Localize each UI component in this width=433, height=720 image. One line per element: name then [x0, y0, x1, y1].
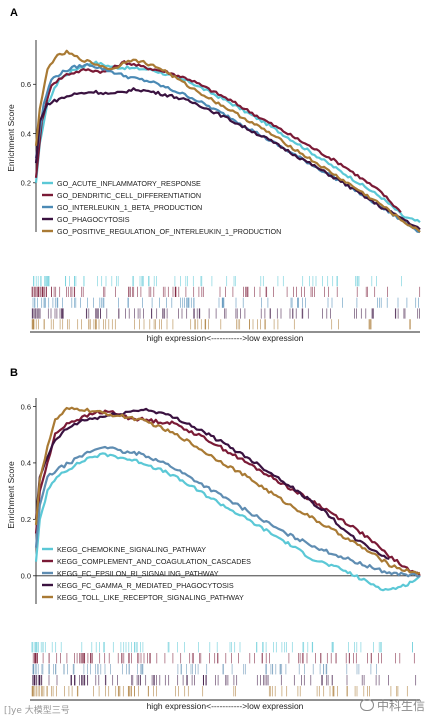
legend-entry: KEGG_FC_EPSILON_RI_SIGNALING_PATHWAY — [57, 569, 219, 578]
watermark-right: 中科生信 — [359, 697, 425, 714]
legend: KEGG_CHEMOKINE_SIGNALING_PATHWAY KEGG_COM… — [42, 545, 251, 602]
y-tick-label: 0.2 — [21, 515, 31, 524]
panel-label: B — [10, 367, 18, 379]
x-axis-label: high expression<----------->low expressi… — [147, 333, 304, 343]
gene-hit-rug — [31, 642, 417, 697]
series-line-0 — [34, 60, 421, 224]
gene-hit-rug — [31, 276, 421, 330]
legend-entry: KEGG_FC_GAMMA_R_MEDIATED_PHAGOCYTOSIS — [57, 581, 234, 590]
legend-entry: GO_PHAGOCYTOSIS — [57, 215, 130, 224]
legend-entry: GO_ACUTE_INFLAMMATORY_RESPONSE — [57, 179, 201, 188]
series-line-0 — [34, 452, 421, 592]
panel-label: A — [10, 7, 18, 19]
y-tick-label: 0.6 — [21, 80, 31, 89]
y-tick-label: 0.6 — [21, 402, 31, 411]
y-axis-label: Enrichment Score — [6, 461, 16, 529]
legend: GO_ACUTE_INFLAMMATORY_RESPONSE GO_DENDRIT… — [42, 179, 281, 236]
series-line-3 — [34, 87, 421, 231]
y-axis-label: Enrichment Score — [6, 104, 16, 172]
series-line-1 — [34, 60, 402, 213]
legend-entry: GO_POSITIVE_REGULATION_OF_INTERLEUKIN_1_… — [57, 227, 281, 236]
watermark-right-text: 中科生信 — [376, 699, 425, 713]
legend-entry: KEGG_CHEMOKINE_SIGNALING_PATHWAY — [57, 545, 206, 554]
series-line-3 — [34, 407, 390, 560]
enrichment-curves — [34, 406, 421, 592]
panel-a: A Enrichment Score 0.2 0.4 0.6 GO_ACUTE_IN… — [6, 7, 421, 343]
legend-entry: GO_DENDRITIC_CELL_DIFFERENTIATION — [57, 191, 201, 200]
y-tick-label: 0.2 — [21, 179, 31, 188]
y-tick-label: 0.0 — [21, 572, 31, 581]
y-tick-label: 0.4 — [21, 459, 31, 468]
series-line-1 — [34, 409, 421, 577]
series-line-2 — [34, 445, 421, 578]
chat-bubble-icon — [359, 699, 374, 711]
x-axis-label: high expression<----------->low expressi… — [147, 701, 304, 711]
legend-entry: KEGG_COMPLEMENT_AND_COAGULATION_CASCADES — [57, 557, 251, 566]
y-ticks: 0.2 0.4 0.6 — [21, 80, 36, 188]
y-tick-label: 0.4 — [21, 129, 31, 138]
legend-entry: GO_INTERLEUKIN_1_BETA_PRODUCTION — [57, 203, 202, 212]
watermark-left: []уе 大模型三号 — [4, 706, 70, 716]
series-line-4 — [34, 406, 421, 575]
y-ticks: 0.0 0.2 0.4 0.6 — [21, 402, 36, 581]
enrichment-curves — [34, 49, 421, 234]
series-line-4 — [34, 49, 421, 233]
panel-b: B Enrichment Score 0.0 0.2 0.4 0.6 KEGG_CHE… — [6, 367, 421, 711]
legend-entry: KEGG_TOLL_LIKE_RECEPTOR_SIGNALING_PATHWA… — [57, 593, 244, 602]
